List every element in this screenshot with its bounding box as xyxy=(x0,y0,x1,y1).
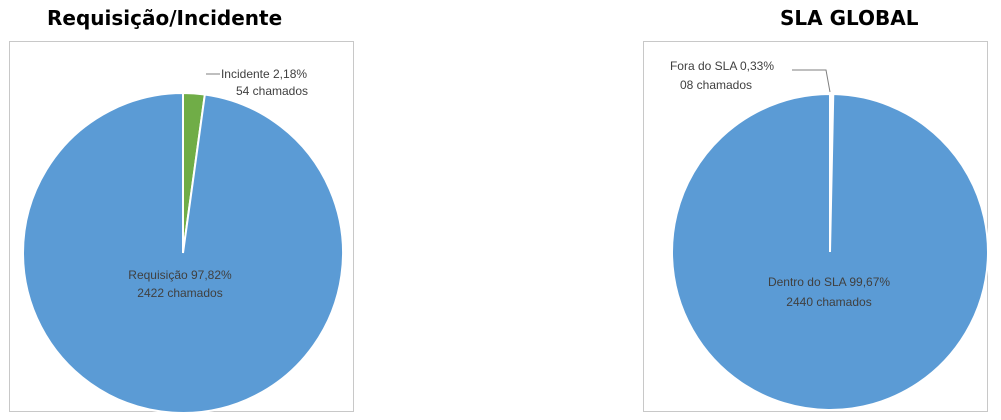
pie-slice-dentro-sla xyxy=(671,92,989,411)
chart-title-sla-global: SLA GLOBAL xyxy=(780,6,919,30)
label-requisicao-count: 2422 chamados xyxy=(137,286,222,300)
label-incidente-count: 54 chamados xyxy=(236,84,308,98)
label-incidente-percent: Incidente 2,18% xyxy=(221,67,307,81)
label-dentro-sla-percent: Dentro do SLA 99,67% xyxy=(768,275,890,289)
label-requisicao-percent: Requisição 97,82% xyxy=(128,268,232,282)
label-fora-sla-percent: Fora do SLA 0,33% xyxy=(670,59,774,73)
label-fora-sla-count: 08 chamados xyxy=(680,78,752,92)
leader-line-fora-sla xyxy=(792,69,831,93)
chart-panel-sla-global: Fora do SLA 0,33% 08 chamados Dentro do … xyxy=(643,41,989,412)
pie-slice-requisicao xyxy=(22,91,344,414)
chart-title-requisicao-incidente: Requisição/Incidente xyxy=(47,6,283,30)
pie-chart-requisicao-incidente: Incidente 2,18% 54 chamados Requisição 9… xyxy=(22,67,344,414)
pie-slices-group xyxy=(671,92,989,411)
pie-slices-group xyxy=(22,91,344,414)
label-dentro-sla-count: 2440 chamados xyxy=(786,295,871,309)
pie-chart-sla-global: Fora do SLA 0,33% 08 chamados Dentro do … xyxy=(670,59,989,411)
chart-panel-requisicao-incidente: Incidente 2,18% 54 chamados Requisição 9… xyxy=(9,41,354,414)
